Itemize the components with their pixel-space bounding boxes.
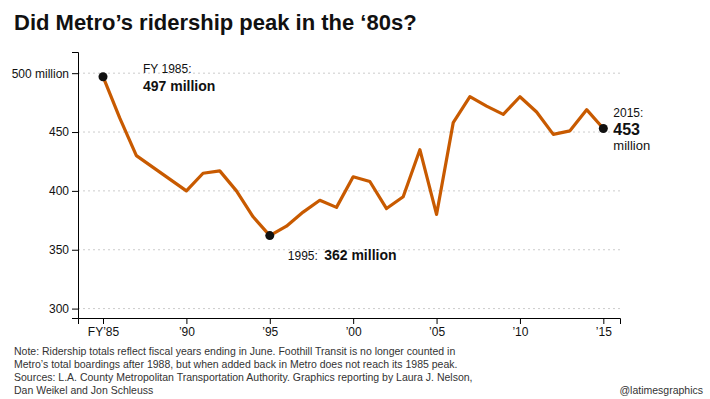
annotations: FY 1985: 497 million 1995: 362 million 2015… xyxy=(143,62,650,263)
annotation-text: 2015: xyxy=(613,106,643,120)
x-tick: FY’85 xyxy=(88,318,120,339)
annotation-text: FY 1985: xyxy=(143,62,191,76)
annotation-dot xyxy=(265,231,274,240)
annotation-dot xyxy=(99,72,108,81)
x-tick-label: ’00 xyxy=(346,325,362,339)
y-tick-mark xyxy=(72,73,78,74)
ridership-line xyxy=(103,77,603,236)
grid xyxy=(78,73,620,308)
x-tick-mark xyxy=(353,318,354,324)
annotation-text: million xyxy=(613,138,650,153)
y-tick-mark xyxy=(72,250,78,251)
x-tick: ’05 xyxy=(429,318,445,339)
grid-line xyxy=(78,308,620,309)
data-layer xyxy=(99,72,608,240)
x-tick-mark xyxy=(603,318,604,324)
x-tick-mark xyxy=(520,318,521,324)
x-tick: ’15 xyxy=(596,318,612,339)
grid-line xyxy=(78,132,620,133)
y-tick: 450 xyxy=(49,125,78,139)
y-tick-label: 500 million xyxy=(12,67,69,81)
x-tick-label: FY’85 xyxy=(88,325,120,339)
x-axis-line xyxy=(79,319,621,325)
annotation-text: 497 million xyxy=(143,78,215,94)
x-tick-label: ’90 xyxy=(179,325,195,339)
note: Metro’s total boardings after 1988, but … xyxy=(14,358,457,370)
annotation-dot xyxy=(599,124,608,133)
grid-line xyxy=(78,190,620,191)
x-tick-label: ’95 xyxy=(262,325,278,339)
y-tick-label: 300 xyxy=(49,302,69,316)
plot: FY’85 ’90 ’95 ’00 ’05 ’10 ’15 300 350 400 450 500 m… xyxy=(12,53,651,339)
chart: FY’85 ’90 ’95 ’00 ’05 ’10 ’15 300 350 400 450 500 m… xyxy=(0,0,710,399)
x-tick-mark xyxy=(186,318,187,324)
y-tick-label: 450 xyxy=(49,125,69,139)
x-tick: ’10 xyxy=(512,318,528,339)
note: Dan Weikel and Jon Schleuss xyxy=(14,384,153,396)
x-tick: ’00 xyxy=(346,318,362,339)
note: Sources: L.A. County Metropolitan Transp… xyxy=(14,371,473,383)
annotation-text: 1995: xyxy=(288,249,321,263)
y-tick-mark xyxy=(72,191,78,192)
title: Did Metro’s ridership peak in the ‘80s? xyxy=(14,10,417,35)
y-axis: 300 350 400 450 500 million xyxy=(12,53,79,319)
x-tick-mark xyxy=(437,318,438,324)
y-tick-label: 400 xyxy=(49,184,69,198)
x-tick: ’90 xyxy=(179,318,195,339)
y-tick: 400 xyxy=(49,184,78,198)
y-tick-mark xyxy=(72,132,78,133)
annotation-text: 453 xyxy=(613,121,640,138)
credit: @latimesgraphics xyxy=(619,384,703,396)
y-tick-label: 350 xyxy=(49,243,69,257)
x-axis: FY’85 ’90 ’95 ’00 ’05 ’10 ’15 xyxy=(79,318,621,339)
y-tick: 500 million xyxy=(12,67,78,81)
y-axis-line xyxy=(72,53,79,319)
x-tick-label: ’15 xyxy=(596,325,612,339)
y-tick: 300 xyxy=(49,302,78,316)
y-tick-mark xyxy=(72,309,78,310)
x-tick-label: ’05 xyxy=(429,325,445,339)
x-tick-label: ’10 xyxy=(512,325,528,339)
x-tick-mark xyxy=(103,318,104,324)
x-tick: ’95 xyxy=(262,318,278,339)
annotation-text: 362 million xyxy=(324,247,396,263)
note: Note: Ridership totals reflect fiscal ye… xyxy=(14,345,455,357)
x-tick-mark xyxy=(270,318,271,324)
y-tick: 350 xyxy=(49,243,78,257)
